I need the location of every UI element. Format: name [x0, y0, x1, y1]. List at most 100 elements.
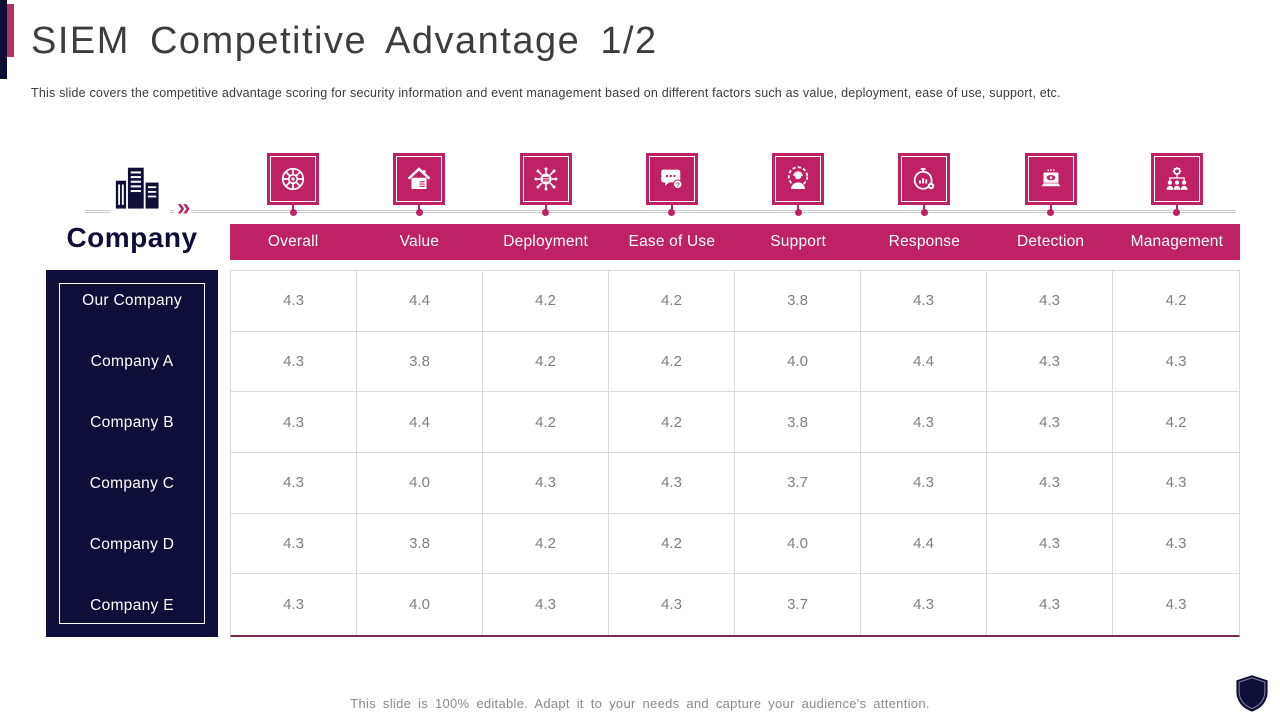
company-row-label: Company D: [89, 536, 175, 554]
score-cell: 4.2: [483, 513, 609, 575]
company-row-label: Company B: [90, 413, 174, 431]
timeline-dot: [415, 209, 423, 216]
score-cell: 4.2: [483, 271, 609, 332]
column-header-ease-of-use: Ease of Use: [628, 233, 716, 250]
chevron-right-icon: »: [174, 196, 192, 220]
factor-tile-ease-of-use: ?: [645, 153, 698, 205]
score-cell: 4.0: [735, 513, 861, 575]
score-cell: 4.3: [861, 453, 987, 514]
score-cell: 4.4: [861, 513, 987, 575]
score-cell: 4.3: [861, 574, 987, 635]
score-cell: 3.7: [735, 453, 861, 514]
score-cell: 4.3: [987, 392, 1113, 453]
score-cell: 4.3: [231, 271, 357, 332]
score-cell: 4.4: [861, 331, 987, 393]
company-list: Our Company Company A Company B Company C Co…: [46, 270, 218, 637]
tile-connector-stem: [923, 205, 926, 211]
score-cell: 4.0: [357, 574, 483, 635]
timeline-dot: [1047, 209, 1055, 216]
score-cell: 4.4: [357, 392, 483, 453]
score-cell: 4.2: [483, 392, 609, 453]
tile-connector-stem: [1049, 205, 1052, 211]
shield-logo-icon: [1230, 672, 1274, 716]
ease-of-use-icon: ?: [657, 164, 687, 194]
score-cell: 4.3: [1113, 453, 1239, 514]
detection-icon: [1036, 164, 1066, 194]
score-cell: 4.3: [987, 271, 1113, 332]
company-column-title: Company: [66, 222, 198, 253]
score-cell: 4.2: [483, 331, 609, 393]
timeline-dot: [1173, 209, 1181, 216]
footer-note: This slide is 100% editable. Adapt it to…: [350, 696, 930, 711]
score-cell: 4.3: [231, 453, 357, 514]
score-cell: 4.2: [609, 513, 735, 575]
score-cell: 4.3: [987, 513, 1113, 575]
svg-text:?: ?: [676, 182, 680, 189]
score-cell: 3.7: [735, 574, 861, 635]
page-title: SIEM Competitive Advantage 1/2: [31, 20, 658, 62]
tile-connector-stem: [292, 205, 295, 211]
score-cell: 4.3: [483, 453, 609, 514]
accent-bar-pink: [7, 4, 14, 57]
company-row-label: Company E: [90, 597, 174, 615]
score-cell: 4.3: [609, 574, 735, 635]
score-cell: 3.8: [357, 513, 483, 575]
score-cell: 4.2: [1113, 392, 1239, 453]
score-cell: 4.2: [609, 331, 735, 393]
tile-connector-stem: [670, 205, 673, 211]
tile-connector-stem: [797, 205, 800, 211]
timeline-connector-line: [85, 210, 1236, 213]
score-cell: 4.3: [987, 574, 1113, 635]
factor-tile-management: [1150, 153, 1203, 205]
score-cell: 4.3: [987, 331, 1113, 393]
column-header-detection: Detection: [1016, 233, 1085, 250]
column-header-response: Response: [888, 233, 961, 250]
score-cell: 4.2: [1113, 271, 1239, 332]
management-icon: [1162, 164, 1192, 194]
column-header-value: Value: [399, 233, 440, 250]
score-cell: 4.3: [231, 574, 357, 635]
company-row-label: Company A: [90, 352, 174, 370]
timeline-dot: [668, 209, 676, 216]
company-row-label: Our Company: [82, 291, 182, 309]
factor-tile-response: [898, 153, 951, 205]
score-cell: 3.8: [735, 271, 861, 332]
table-header-row: Overall Value Deployment Ease of Use Support…: [230, 224, 1240, 260]
factor-tile-detection: [1024, 153, 1077, 205]
factor-tile-deployment: [519, 153, 572, 205]
score-cell: 4.3: [1113, 514, 1239, 575]
overall-icon: [278, 164, 308, 194]
support-icon: [783, 164, 813, 194]
column-header-deployment: Deployment: [503, 233, 588, 250]
timeline-dot: [920, 209, 928, 216]
score-cell: 4.2: [609, 392, 735, 453]
tile-connector-stem: [1175, 205, 1178, 211]
score-cell: 3.8: [357, 331, 483, 393]
timeline-dot: [794, 209, 802, 216]
score-cell: 4.3: [861, 271, 987, 332]
score-cell: 4.0: [735, 331, 861, 393]
score-table: 4.3 4.4 4.2 4.2 3.8 4.3 4.3 4.2 4.3 3.8 4.2 4.2 4.0 4…: [230, 270, 1240, 637]
company-row-label: Company C: [89, 475, 175, 493]
deployment-icon: [531, 164, 561, 194]
score-cell: 4.3: [483, 574, 609, 635]
score-cell: 4.3: [231, 513, 357, 575]
factor-tile-value: [393, 153, 446, 205]
score-cell: 4.3: [861, 392, 987, 453]
score-cell: 3.8: [735, 392, 861, 453]
score-cell: 4.3: [231, 392, 357, 453]
column-header-support: Support: [770, 233, 826, 250]
buildings-icon: [110, 164, 170, 216]
timeline-dot: [289, 209, 297, 216]
company-list-panel: Our Company Company A Company B Company C Co…: [46, 270, 218, 637]
column-header-management: Management: [1130, 233, 1224, 250]
score-cell: 4.3: [231, 331, 357, 393]
column-header-overall: Overall: [267, 233, 319, 250]
factor-tile-support: [772, 153, 825, 205]
score-cell: 4.3: [609, 453, 735, 514]
slide-subtitle: This slide covers the competitive advant…: [31, 86, 1061, 100]
score-cell: 4.4: [357, 271, 483, 332]
tile-connector-stem: [418, 205, 421, 211]
score-cell: 4.0: [357, 453, 483, 514]
